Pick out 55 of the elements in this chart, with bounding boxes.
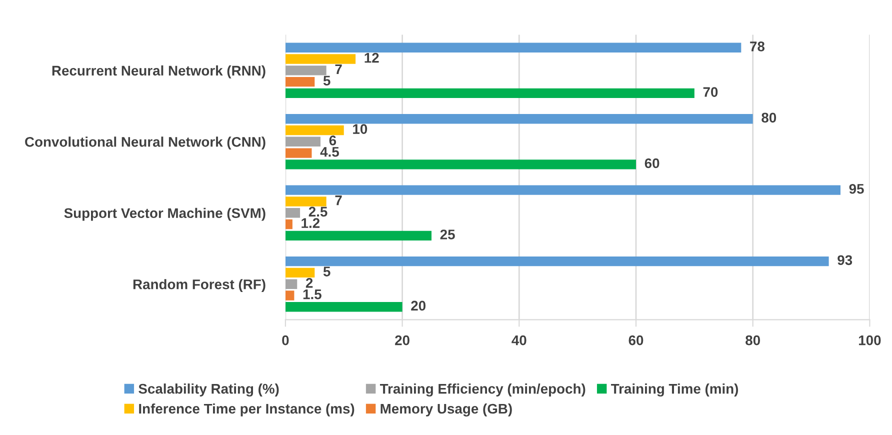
bar: [285, 160, 636, 170]
data-label: 6: [329, 136, 336, 146]
data-label: 95: [849, 184, 864, 194]
bar: [285, 66, 326, 76]
data-label: 12: [364, 52, 379, 63]
data-label: 25: [440, 230, 455, 240]
bar: [285, 219, 292, 230]
y-tick-label: Random Forest (RF): [133, 279, 266, 292]
data-label: 7: [335, 196, 342, 206]
bar: [285, 136, 320, 146]
legend-label: Memory Usage (GB): [380, 403, 512, 416]
data-label: 70: [703, 87, 718, 97]
data-label: 78: [750, 42, 765, 52]
data-label: 10: [353, 124, 368, 134]
bar: [285, 125, 344, 136]
legend-label: Training Time (min): [611, 384, 738, 397]
x-tick-label: 0: [282, 335, 289, 346]
y-tick-label: Convolutional Neural Network (CNN): [25, 136, 266, 150]
data-label: 5: [323, 76, 330, 86]
bar: [285, 88, 694, 98]
bar: [285, 302, 402, 312]
data-label: 2.5: [308, 206, 328, 217]
bar: [285, 268, 315, 278]
bar: [285, 290, 294, 300]
y-tick-label: Recurrent Neural Network (RNN): [52, 65, 266, 78]
data-label: 80: [762, 112, 776, 123]
x-tick-label: 40: [512, 335, 526, 346]
bar: [285, 256, 829, 266]
bar: [285, 230, 432, 241]
bar: [285, 54, 356, 64]
bar: [285, 279, 298, 289]
bar: [285, 76, 315, 87]
data-label: 1.5: [303, 290, 322, 300]
data-label: 1.2: [302, 218, 320, 228]
legend-label: Inference Time per Instance (ms): [139, 403, 354, 416]
x-tick-label: 20: [395, 335, 410, 346]
data-label: 5: [323, 266, 330, 276]
legend-label: Scalability Rating (%): [138, 384, 279, 397]
data-label: 60: [644, 158, 660, 168]
data-label: 7: [335, 64, 342, 74]
bar: [285, 148, 312, 158]
data-label: 2: [306, 278, 313, 288]
bar: [285, 196, 326, 206]
data-label: 4.5: [320, 147, 339, 157]
x-tick-label: 80: [746, 335, 760, 346]
x-tick-label: 100: [858, 335, 881, 346]
bar: [285, 42, 742, 52]
bar: [285, 114, 753, 124]
data-label: 20: [411, 300, 426, 311]
y-tick-label: Support Vector Machine (SVM): [64, 208, 266, 221]
legend-label: Training Efficiency (min/epoch): [380, 384, 586, 397]
bar: [285, 208, 300, 218]
bar: [285, 185, 840, 195]
data-label: 93: [838, 255, 852, 266]
x-tick-label: 60: [628, 335, 644, 346]
